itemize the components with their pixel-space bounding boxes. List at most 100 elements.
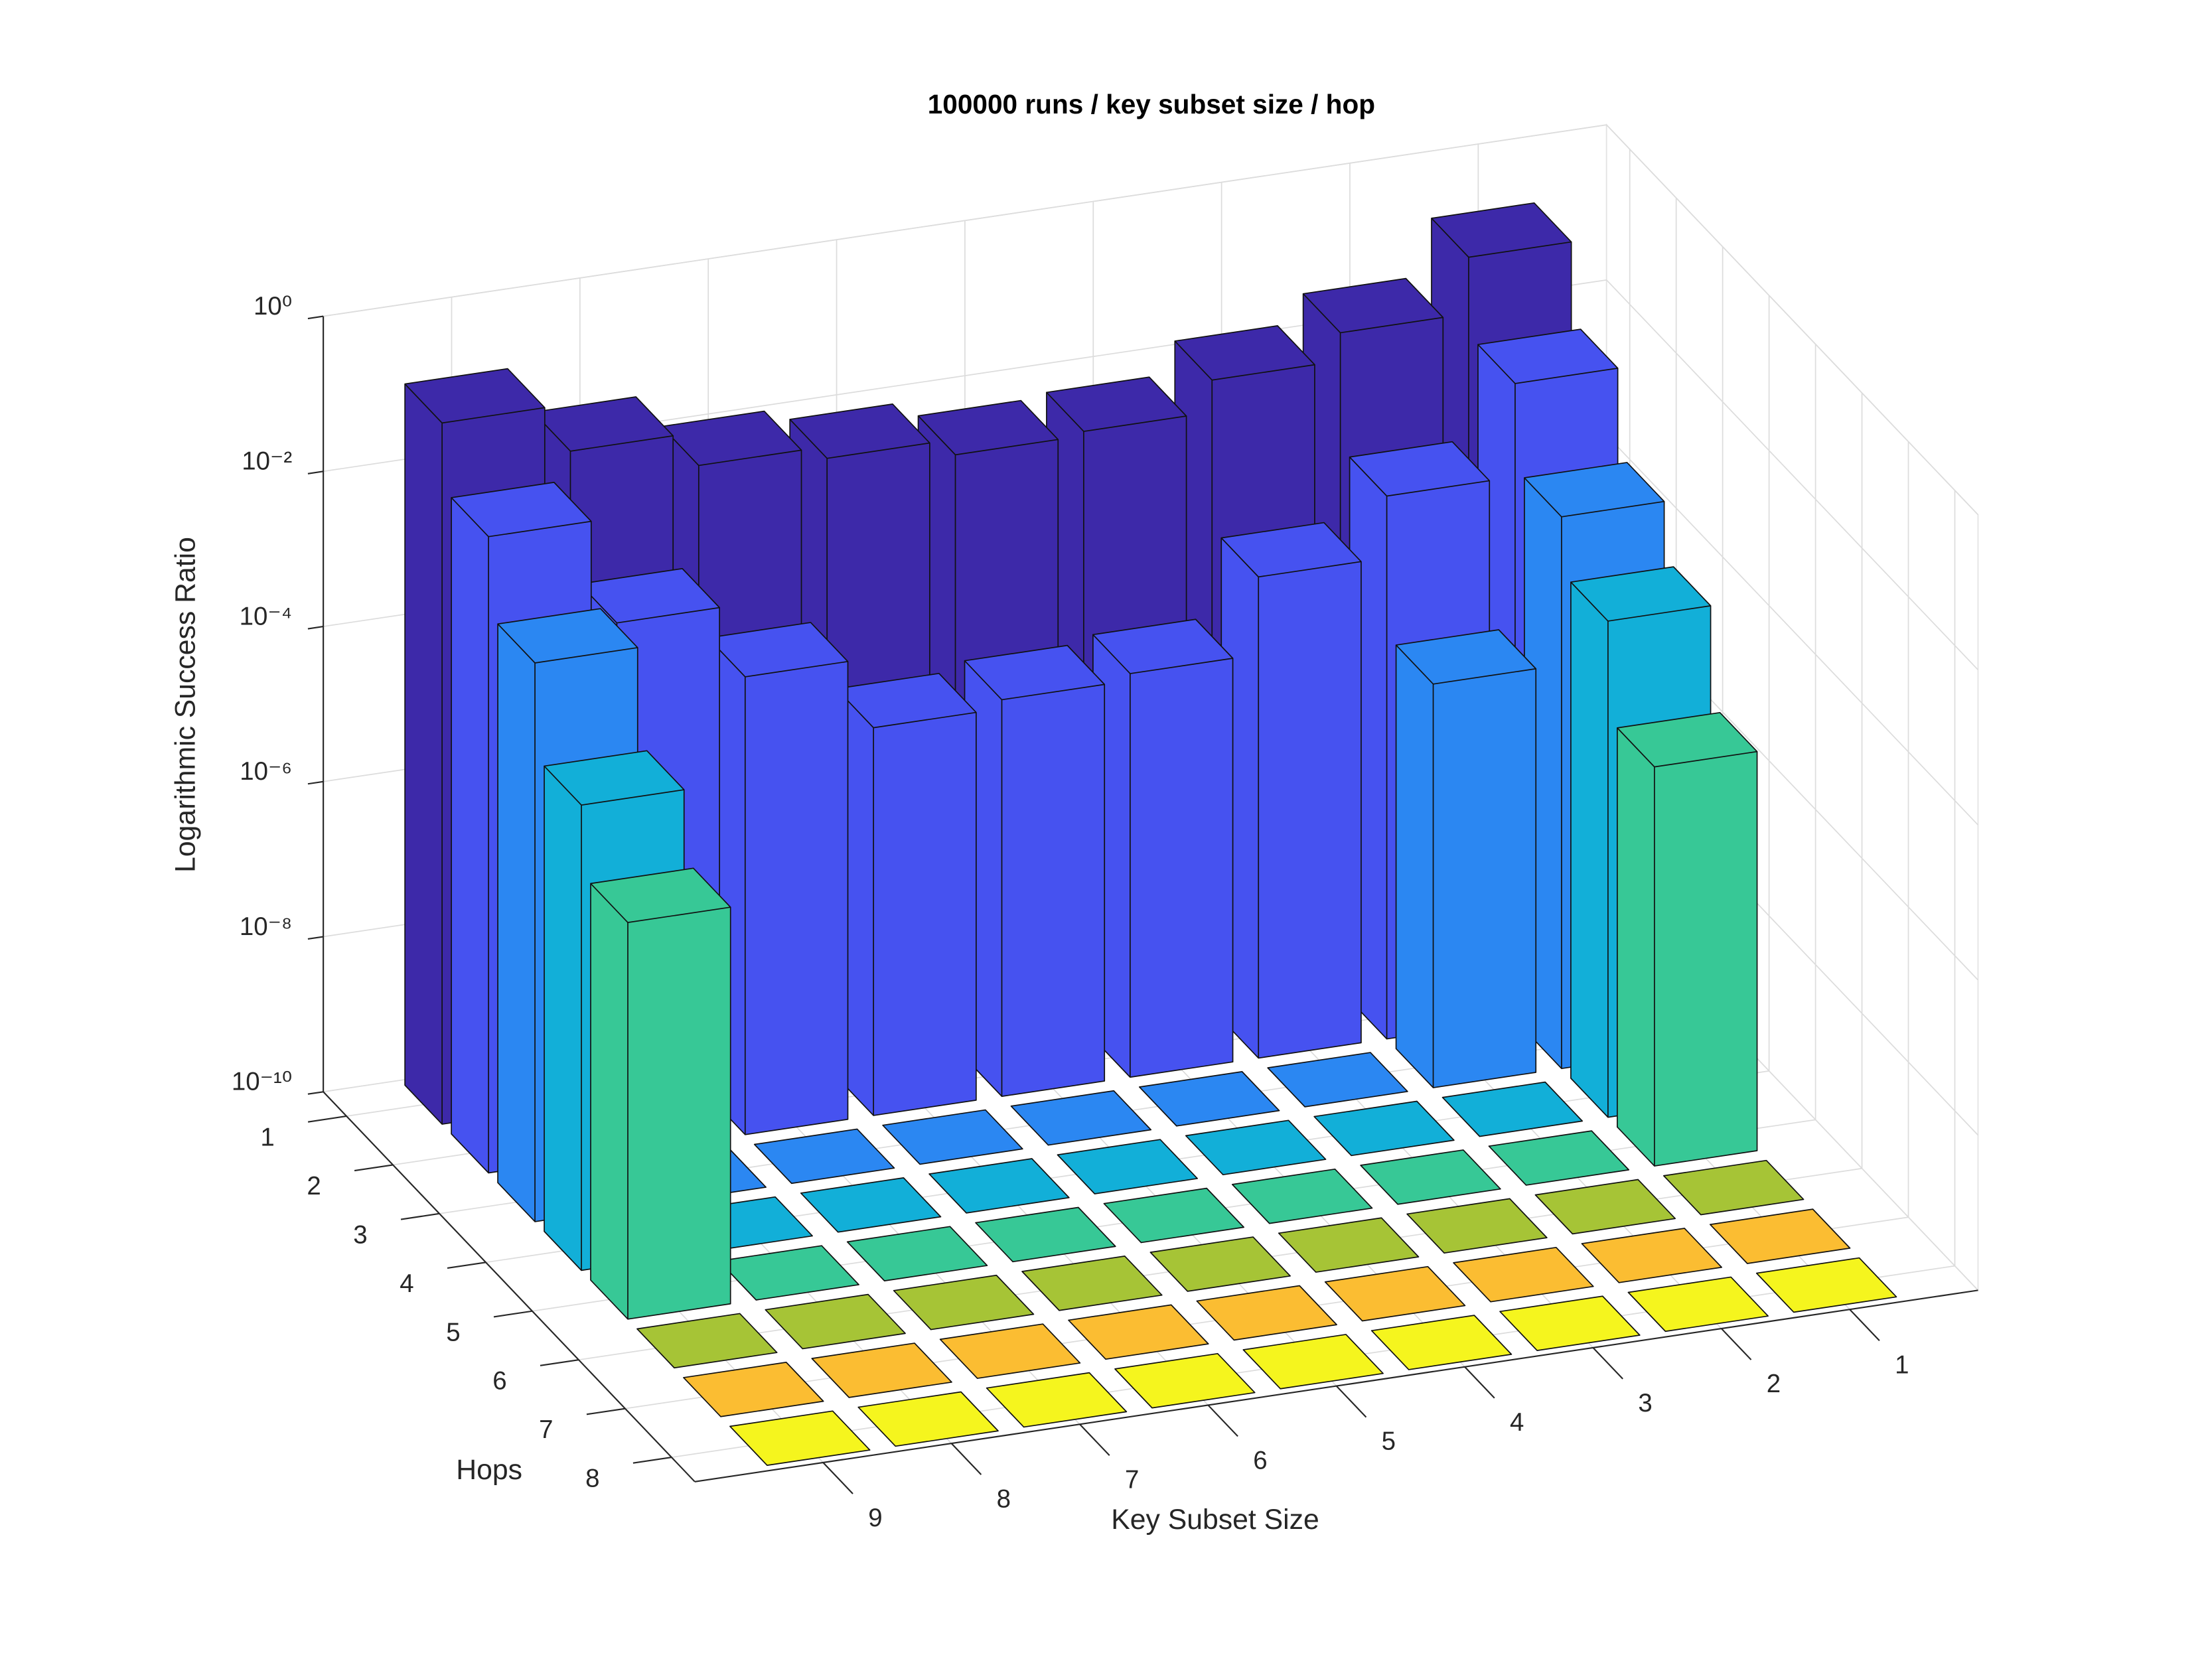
y-tick [540, 1359, 579, 1366]
labels: 100000 runs / key subset size / hop Key … [169, 89, 1909, 1536]
y-tick [493, 1310, 533, 1318]
bar [1617, 711, 1758, 1167]
bar [1453, 1246, 1594, 1303]
bar [1196, 1285, 1337, 1341]
x-tick-label: 1 [1895, 1350, 1909, 1379]
y-tick [586, 1407, 626, 1415]
x-tick-label: 4 [1510, 1408, 1524, 1437]
y-tick-label: 5 [446, 1318, 460, 1346]
bar [1406, 1198, 1548, 1254]
x-tick-label: 5 [1382, 1427, 1396, 1456]
x-tick-label: 6 [1253, 1447, 1267, 1475]
bar [1360, 1149, 1501, 1205]
bar [1534, 1179, 1676, 1235]
z-tick-label: 10⁻² [242, 447, 292, 476]
bar [1068, 1304, 1209, 1360]
bar [1370, 1315, 1512, 1370]
x-tick [1849, 1309, 1880, 1341]
z-grid-line [323, 124, 1979, 516]
bar [1220, 522, 1362, 1059]
z-tick [307, 625, 324, 630]
z-tick [307, 936, 324, 940]
bar [1662, 1159, 1805, 1216]
y-tick-label: 3 [353, 1220, 367, 1249]
x-tick [1464, 1366, 1495, 1399]
bar [800, 1177, 942, 1233]
z-tick-label: 10⁻⁴ [240, 602, 293, 630]
x-tick-label: 8 [997, 1484, 1011, 1513]
z-tick [307, 1091, 324, 1095]
bar [1499, 1295, 1641, 1351]
x-tick-label: 2 [1767, 1370, 1781, 1398]
bar [846, 1226, 988, 1282]
z-axis-label: Logarithmic Success Ratio [169, 537, 201, 873]
bar [893, 1274, 1035, 1331]
bar [1709, 1208, 1851, 1264]
bar [729, 1410, 871, 1467]
chart-title: 100000 runs / key subset size / hop [928, 89, 1375, 119]
y-tick [354, 1164, 394, 1172]
bar [1488, 1130, 1630, 1186]
bar [1114, 1352, 1256, 1409]
bar [1267, 1052, 1408, 1108]
y-axis-line [323, 1091, 696, 1482]
z-grid-line [323, 279, 1979, 671]
bar [636, 1313, 778, 1369]
bar [590, 867, 731, 1320]
bar [1395, 629, 1537, 1088]
bar [1010, 1090, 1152, 1146]
y-tick [632, 1457, 672, 1464]
x-tick [1335, 1385, 1367, 1418]
y-tick [307, 1115, 347, 1123]
axes [307, 315, 1978, 1494]
bar [1103, 1187, 1244, 1244]
y-tick-label: 1 [260, 1123, 274, 1151]
x-tick [1079, 1423, 1110, 1457]
bar [765, 1293, 906, 1350]
bar [718, 1245, 859, 1301]
bar [939, 1323, 1081, 1379]
y-axis-label: Hops [456, 1454, 522, 1486]
x-tick [822, 1462, 853, 1494]
bar [1242, 1334, 1384, 1390]
bar [975, 1206, 1116, 1263]
z-tick [307, 315, 324, 320]
x-tick [1720, 1328, 1752, 1360]
bar [1185, 1119, 1327, 1176]
z-tick [307, 470, 324, 474]
z-tick [307, 780, 324, 785]
z-tick-label: 10⁻⁶ [240, 757, 292, 786]
x-axis-label: Key Subset Size [1111, 1504, 1319, 1536]
bar [1627, 1276, 1769, 1333]
bar [753, 1128, 895, 1185]
bar [1581, 1228, 1722, 1283]
y-tick-label: 6 [492, 1367, 506, 1396]
bar [1441, 1081, 1584, 1137]
bar [1231, 1168, 1373, 1224]
bar [1139, 1071, 1280, 1127]
bar [1092, 618, 1234, 1078]
z-tick-label: 10⁻⁸ [240, 912, 292, 941]
bar [1149, 1236, 1291, 1292]
bars [404, 202, 1897, 1467]
bar [1313, 1100, 1455, 1157]
bar [1755, 1257, 1897, 1313]
y-tick-label: 2 [307, 1172, 321, 1200]
y-tick [447, 1262, 486, 1269]
bar [964, 644, 1106, 1097]
bar [836, 672, 977, 1116]
z-tick-label: 10⁰ [254, 292, 292, 321]
bar [683, 1362, 824, 1417]
y-tick-label: 8 [585, 1465, 599, 1493]
bar [1057, 1139, 1199, 1194]
x-tick-label: 3 [1638, 1389, 1652, 1417]
y-tick-label: 4 [400, 1269, 413, 1298]
x-tick [1592, 1347, 1623, 1380]
x-tick [1207, 1404, 1238, 1437]
z-tick-label: 10⁻¹⁰ [232, 1068, 292, 1096]
y-tick [400, 1212, 440, 1220]
bar [811, 1342, 952, 1398]
bar [857, 1391, 999, 1447]
